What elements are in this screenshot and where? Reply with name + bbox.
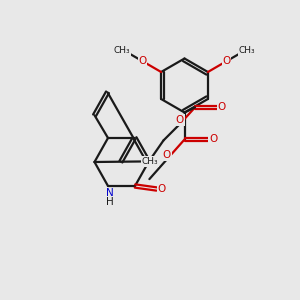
Text: O: O [176, 115, 184, 125]
Text: H: H [106, 196, 113, 207]
Text: CH₃: CH₃ [238, 46, 255, 56]
Text: CH₃: CH₃ [142, 157, 159, 166]
Text: O: O [218, 102, 226, 112]
Text: CH₃: CH₃ [113, 46, 130, 56]
Text: O: O [163, 150, 171, 161]
Text: N: N [106, 188, 113, 199]
Text: O: O [138, 56, 147, 66]
Text: O: O [209, 134, 218, 145]
Text: O: O [222, 56, 231, 66]
Text: O: O [158, 184, 166, 194]
